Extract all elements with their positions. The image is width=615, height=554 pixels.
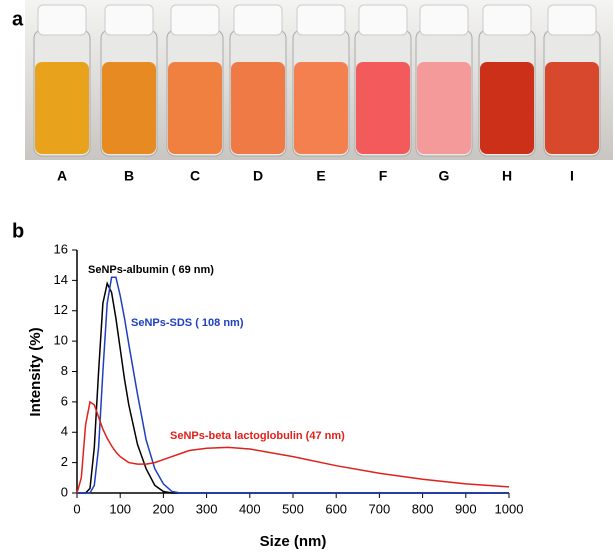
panel-label: a	[12, 8, 24, 30]
vial-cap	[233, 4, 283, 36]
legend-label: SeNPs-beta lactoglobulin (47 nm)	[170, 430, 345, 442]
legend-label: SeNPs-albumin ( 69 nm)	[88, 264, 214, 276]
vial-liquid	[545, 62, 599, 154]
vial-liquid	[294, 62, 348, 154]
panel-label: b	[12, 220, 24, 242]
x-tick-label: 900	[455, 501, 477, 516]
series-line	[77, 281, 509, 494]
vial-label: A	[57, 168, 67, 184]
y-tick-label: 8	[61, 363, 68, 378]
vial-cap	[419, 4, 469, 36]
x-tick-label: 300	[196, 501, 218, 516]
y-tick-label: 6	[61, 393, 68, 408]
vial-label: B	[124, 168, 134, 184]
x-tick-label: 200	[153, 501, 175, 516]
x-tick-label: 800	[412, 501, 434, 516]
y-tick-label: 14	[54, 272, 68, 287]
vial-liquid	[168, 62, 222, 154]
series-line	[76, 400, 510, 494]
series-line	[77, 276, 509, 494]
vial-label: E	[316, 168, 325, 184]
vial-liquid	[417, 62, 471, 154]
y-tick-label: 2	[61, 454, 68, 469]
x-tick-label: 600	[325, 501, 347, 516]
vial-liquid	[480, 62, 534, 154]
vial-liquid	[356, 62, 410, 154]
vial-cap	[296, 4, 346, 36]
vial-cap	[170, 4, 220, 36]
y-tick-label: 12	[54, 302, 68, 317]
legend-label: SeNPs-SDS ( 108 nm)	[131, 317, 244, 329]
x-tick-label: 1000	[495, 501, 524, 516]
vial-label: I	[570, 168, 574, 184]
vial-label: F	[379, 168, 388, 184]
vial-label: D	[253, 168, 263, 184]
vial-cap	[482, 4, 532, 36]
y-axis-label: Intensity (%)	[27, 327, 44, 416]
x-tick-label: 700	[369, 501, 391, 516]
vial-cap	[547, 4, 597, 36]
x-axis-label: Size (nm)	[260, 533, 327, 550]
vial-cap	[358, 4, 408, 36]
vial-cap	[104, 4, 154, 36]
y-tick-label: 10	[54, 333, 68, 348]
x-tick-label: 100	[109, 501, 131, 516]
x-tick-label: 500	[282, 501, 304, 516]
vial-label: G	[439, 168, 450, 184]
vial-liquid	[231, 62, 285, 154]
y-tick-label: 0	[61, 484, 68, 499]
vial-label: C	[190, 168, 200, 184]
x-tick-label: 0	[73, 501, 80, 516]
vial-cap	[37, 4, 87, 36]
y-tick-label: 16	[54, 241, 68, 256]
vial-liquid	[102, 62, 156, 154]
vial-liquid	[35, 62, 89, 154]
vial-label: H	[502, 168, 512, 184]
x-tick-label: 400	[239, 501, 261, 516]
y-tick-label: 4	[61, 424, 68, 439]
